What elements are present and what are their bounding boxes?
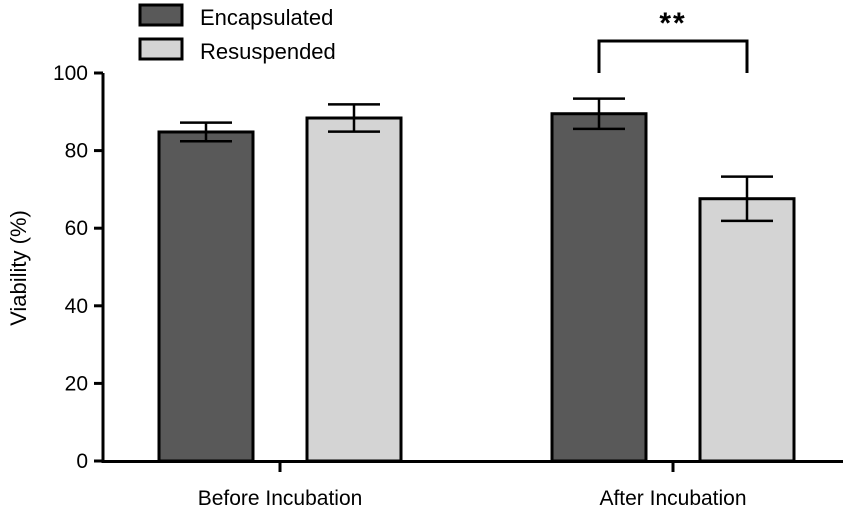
y-tick-label: 20 bbox=[65, 372, 88, 395]
y-tick-label: 100 bbox=[53, 62, 88, 85]
significance-label: ** bbox=[659, 7, 686, 40]
bar bbox=[550, 112, 648, 463]
y-tick-label: 80 bbox=[65, 140, 88, 163]
significance-bracket bbox=[597, 39, 749, 73]
bars bbox=[157, 97, 796, 463]
y-axis-title: Viability (%) bbox=[6, 210, 31, 326]
legend: Encapsulated Resuspended bbox=[138, 3, 336, 64]
y-ticks: 0 20 40 60 80 100 bbox=[53, 62, 103, 473]
bar bbox=[305, 116, 403, 463]
x-tick-label: Before Incubation bbox=[198, 487, 363, 510]
x-tick-label: After Incubation bbox=[599, 487, 746, 510]
bar bbox=[157, 130, 255, 463]
y-tick-label: 40 bbox=[65, 295, 88, 318]
x-ticks: Before Incubation After Incubation bbox=[198, 461, 747, 510]
legend-label-encapsulated: Encapsulated bbox=[200, 5, 333, 30]
legend-swatch-resuspended bbox=[138, 37, 184, 61]
y-tick-label: 0 bbox=[76, 450, 88, 473]
bar bbox=[698, 197, 796, 463]
y-tick-label: 60 bbox=[65, 217, 88, 240]
legend-swatch-encapsulated bbox=[138, 3, 184, 27]
legend-label-resuspended: Resuspended bbox=[200, 39, 336, 64]
annotations: ** bbox=[597, 7, 749, 73]
